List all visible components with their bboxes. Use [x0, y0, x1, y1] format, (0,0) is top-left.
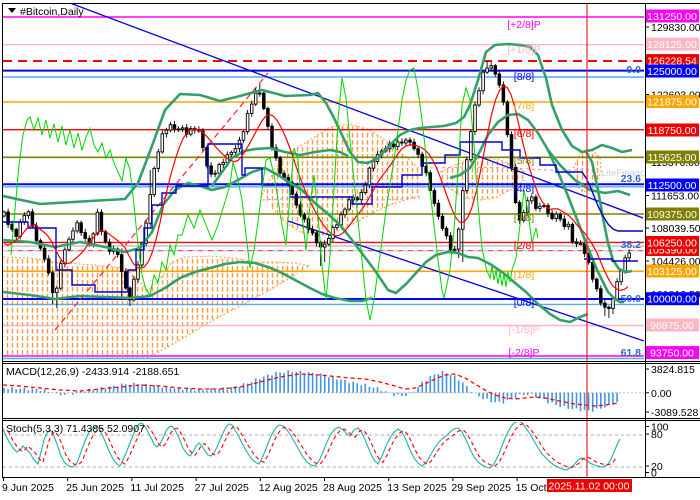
svg-text:50.0: 50.0 — [621, 293, 642, 305]
svg-text:128125.00: 128125.00 — [647, 39, 697, 51]
svg-text:0: 0 — [651, 468, 657, 480]
svg-text:125000.00: 125000.00 — [647, 66, 697, 78]
svg-text:Stoch(5,3,3) 71.4385 52.0907: Stoch(5,3,3) 71.4385 52.0907 — [6, 423, 145, 435]
svg-text:0.00: 0.00 — [651, 388, 672, 400]
svg-text:[6/8]: [6/8] — [514, 128, 535, 140]
svg-text:115625.00: 115625.00 — [648, 152, 697, 164]
svg-text:[-1/8]P: [-1/8]P — [509, 324, 540, 336]
svg-text:0.0: 0.0 — [626, 64, 641, 76]
svg-text:MACD(12,26,9) -2433.914 -2188.: MACD(12,26,9) -2433.914 -2188.651 — [6, 366, 180, 378]
svg-text:28 Aug 2025: 28 Aug 2025 — [323, 482, 382, 494]
svg-text:121875.00: 121875.00 — [647, 97, 697, 109]
svg-text:27 Jul 2025: 27 Jul 2025 — [195, 482, 249, 494]
svg-text:93750.00: 93750.00 — [650, 348, 694, 360]
svg-text:111653.00: 111653.00 — [651, 191, 699, 203]
svg-text:9 Jun 2025: 9 Jun 2025 — [2, 482, 54, 494]
svg-text:3824.815: 3824.815 — [651, 364, 695, 376]
svg-text:[8/8]: [8/8] — [514, 71, 535, 83]
svg-text:[7/8]: [7/8] — [514, 100, 535, 112]
svg-text:103125.00: 103125.00 — [647, 266, 697, 278]
svg-text:100: 100 — [651, 422, 669, 434]
svg-text:[+2/8]P: [+2/8]P — [507, 19, 541, 31]
svg-text:131250.00: 131250.00 — [647, 11, 697, 23]
svg-text:118750.00: 118750.00 — [648, 125, 697, 137]
svg-text:25 Jun 2025: 25 Jun 2025 — [66, 482, 124, 494]
svg-text:[4/8]: [4/8] — [514, 183, 535, 195]
svg-text:109375.00: 109375.00 — [647, 209, 697, 221]
svg-text:13 Sep 2025: 13 Sep 2025 — [387, 482, 447, 494]
svg-text:[-2/8]P: [-2/8]P — [509, 347, 540, 359]
svg-text:129830.00: 129830.00 — [651, 22, 700, 34]
svg-text:-3089.528: -3089.528 — [651, 407, 698, 419]
svg-text:[5/8]: [5/8] — [514, 155, 535, 167]
svg-text:100000.00: 100000.00 — [647, 294, 697, 306]
svg-text:106250.00: 106250.00 — [647, 238, 697, 250]
svg-text:[0/8]: [0/8] — [514, 297, 535, 309]
svg-text:20: 20 — [651, 461, 663, 473]
svg-text:96875.00: 96875.00 — [650, 320, 694, 332]
svg-text:12 Aug 2025: 12 Aug 2025 — [259, 482, 318, 494]
svg-text:112500.00: 112500.00 — [648, 180, 697, 192]
svg-text:23.6: 23.6 — [621, 173, 642, 185]
svg-text:[2/8]: [2/8] — [514, 240, 535, 252]
svg-text:29 Sep 2025: 29 Sep 2025 — [451, 482, 511, 494]
svg-text:38.2: 38.2 — [621, 239, 642, 251]
svg-text:LiteFinance: LiteFinance — [601, 168, 650, 179]
svg-text:[3/8]: [3/8] — [514, 212, 535, 224]
svg-text:2025.11.02 00:00: 2025.11.02 00:00 — [549, 481, 630, 493]
svg-text:61.8: 61.8 — [621, 347, 642, 359]
svg-text:#Bitcoin,Daily: #Bitcoin,Daily — [20, 6, 84, 18]
svg-text:11 Jul 2025: 11 Jul 2025 — [130, 482, 184, 494]
svg-text:[1/8]: [1/8] — [514, 269, 535, 281]
svg-text:108039.50: 108039.50 — [651, 223, 700, 235]
svg-text:80: 80 — [651, 429, 663, 441]
svg-text:[+1/8]P: [+1/8]P — [507, 44, 541, 56]
